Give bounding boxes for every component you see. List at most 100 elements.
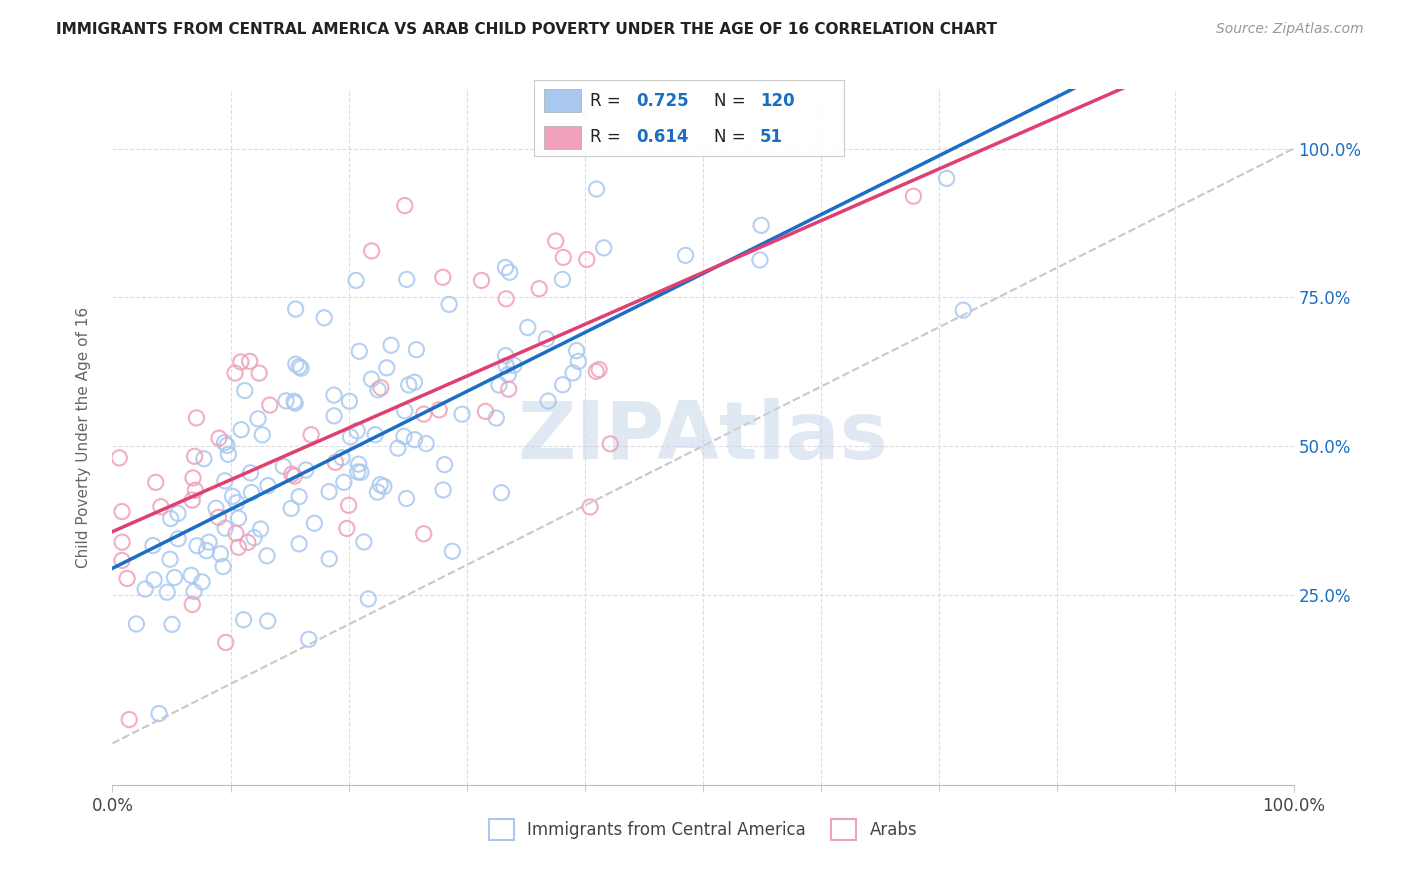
Point [395, 272, 418, 286]
Point [398, 378, 420, 392]
Point [195, 543, 218, 558]
Point [221, 489, 243, 503]
FancyBboxPatch shape [544, 126, 581, 148]
Point [257, 478, 280, 492]
Point [208, 431, 231, 445]
Point [330, 450, 353, 465]
Point [491, 485, 513, 500]
Point [592, 241, 614, 255]
Point [233, 384, 256, 398]
Point [395, 491, 418, 506]
Text: ZIPAtlas: ZIPAtlas [517, 398, 889, 476]
Point [247, 366, 270, 380]
Point [675, 248, 697, 262]
Point [325, 455, 347, 469]
Point [274, 393, 297, 408]
Point [111, 504, 134, 518]
Point [749, 219, 772, 233]
Point [551, 272, 574, 286]
Point [118, 713, 141, 727]
Point [111, 553, 134, 567]
Text: 120: 120 [761, 92, 794, 110]
Legend: Immigrants from Central America, Arabs: Immigrants from Central America, Arabs [482, 813, 924, 847]
Point [499, 265, 522, 279]
Point [585, 182, 607, 196]
Point [186, 539, 208, 553]
Point [488, 378, 510, 392]
Point [366, 485, 388, 500]
Point [240, 485, 263, 500]
Point [298, 632, 321, 647]
Point [229, 355, 252, 369]
Point [125, 616, 148, 631]
Point [427, 402, 450, 417]
Point [364, 427, 387, 442]
Point [232, 613, 254, 627]
Point [314, 310, 336, 325]
Point [214, 521, 236, 535]
Point [215, 438, 238, 452]
Point [495, 349, 517, 363]
Point [191, 574, 214, 589]
Point [243, 531, 266, 545]
Point [259, 398, 281, 412]
Point [284, 396, 307, 410]
Point [143, 573, 166, 587]
Point [184, 483, 207, 498]
Point [433, 458, 456, 472]
Point [284, 302, 307, 317]
Point [181, 493, 204, 508]
Point [387, 441, 409, 455]
Point [156, 585, 179, 599]
Point [239, 466, 262, 480]
Point [205, 501, 228, 516]
Point [273, 459, 295, 474]
Point [198, 535, 221, 549]
Point [412, 526, 434, 541]
Text: 51: 51 [761, 128, 783, 146]
Point [225, 526, 247, 541]
Point [575, 252, 598, 267]
Point [380, 338, 402, 352]
Point [247, 412, 270, 426]
Point [108, 450, 131, 465]
Point [142, 539, 165, 553]
Point [565, 343, 588, 358]
Point [544, 234, 567, 248]
Point [193, 451, 215, 466]
Point [217, 447, 239, 461]
Point [588, 362, 610, 376]
Point [304, 516, 326, 531]
Point [952, 303, 974, 318]
Point [495, 292, 517, 306]
Point [537, 394, 560, 409]
Point [551, 377, 574, 392]
Point [516, 320, 538, 334]
Point [209, 547, 232, 561]
Point [283, 469, 305, 483]
Text: N =: N = [714, 92, 751, 110]
Point [160, 617, 183, 632]
Point [346, 424, 368, 438]
Point [256, 549, 278, 563]
Point [373, 479, 395, 493]
Point [353, 535, 375, 549]
Point [183, 450, 205, 464]
Point [229, 423, 252, 437]
Point [288, 490, 311, 504]
Point [224, 366, 246, 380]
Point [181, 598, 204, 612]
Point [336, 521, 359, 535]
Point [536, 332, 558, 346]
Point [503, 358, 526, 372]
Point [239, 354, 262, 368]
Point [284, 357, 307, 371]
Point [470, 273, 492, 287]
Point [562, 366, 585, 380]
Point [214, 474, 236, 488]
Point [415, 436, 437, 450]
Point [392, 429, 415, 443]
Point [281, 467, 304, 482]
Point [167, 507, 190, 521]
Point [349, 344, 371, 359]
